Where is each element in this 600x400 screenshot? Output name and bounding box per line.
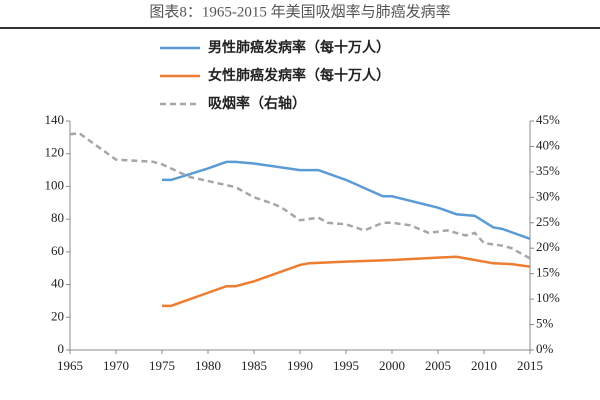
chart-title: 图表8：1965-2015 年美国吸烟率与肺癌发病率	[149, 3, 450, 20]
y-tick-label: 40	[51, 276, 64, 291]
y-tick-label: 140	[45, 112, 65, 127]
y2-tick-label: 10%	[536, 290, 560, 305]
series-line	[162, 255, 531, 308]
series-line	[162, 160, 531, 240]
y-tick-label: 60	[51, 243, 64, 258]
y2-tick-label: 45%	[536, 112, 560, 127]
y2-tick-label: 35%	[536, 163, 560, 178]
x-tick-label: 1985	[241, 358, 267, 373]
x-tick-label: 1990	[287, 358, 313, 373]
x-tick-label: 2010	[471, 358, 497, 373]
legend-label: 女性肺癌发病率（每十万人）	[208, 67, 390, 84]
y2-tick-label: 30%	[536, 188, 560, 203]
y-tick-label: 100	[45, 177, 65, 192]
y-tick-label: 0	[58, 341, 65, 356]
x-tick-label: 2015	[517, 358, 543, 373]
y2-tick-label: 5%	[536, 316, 554, 331]
y-tick-label: 120	[45, 145, 65, 160]
series-line	[69, 131, 531, 260]
y2-tick-label: 25%	[536, 214, 560, 229]
y2-tick-label: 40%	[536, 137, 560, 152]
x-tick-label: 1975	[149, 358, 175, 373]
legend-label: 吸烟率（右轴）	[208, 95, 306, 112]
x-tick-label: 1980	[195, 358, 221, 373]
x-tick-label: 2005	[425, 358, 451, 373]
x-tick-label: 1965	[57, 358, 83, 373]
y-tick-label: 20	[51, 308, 64, 323]
x-tick-label: 2000	[379, 358, 405, 373]
y2-tick-label: 15%	[536, 265, 560, 280]
legend-label: 男性肺癌发病率（每十万人）	[208, 39, 390, 56]
y-tick-label: 80	[51, 210, 64, 225]
y2-tick-label: 20%	[536, 239, 560, 254]
y2-tick-label: 0%	[536, 341, 554, 356]
x-tick-label: 1970	[103, 358, 129, 373]
x-tick-label: 1995	[333, 358, 359, 373]
